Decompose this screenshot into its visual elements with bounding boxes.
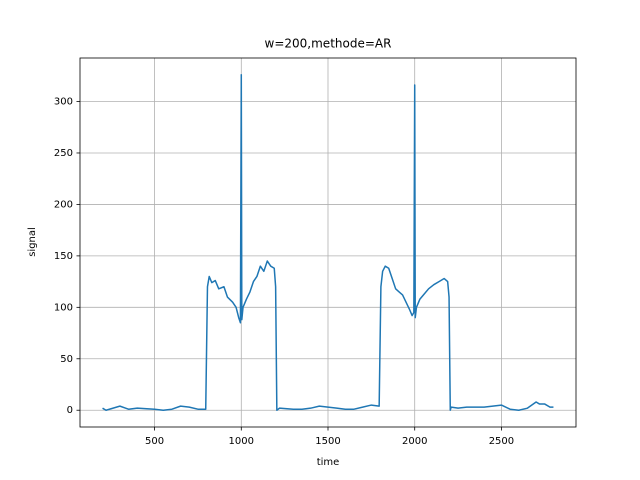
x-axis-label: time — [317, 457, 340, 468]
x-tick-label: 1500 — [315, 436, 340, 447]
x-tick-label: 1000 — [229, 436, 254, 447]
y-tick-label: 100 — [54, 302, 73, 313]
y-tick-label: 200 — [54, 199, 73, 210]
y-tick-label: 0 — [67, 405, 73, 416]
plot-frame — [79, 57, 577, 428]
y-tick-label: 300 — [54, 97, 73, 108]
y-tick-label: 50 — [60, 354, 73, 365]
y-tick-label: 150 — [54, 251, 73, 262]
y-tick-label: 250 — [54, 148, 73, 159]
line-series — [102, 74, 554, 411]
y-axis-label: signal — [27, 227, 38, 257]
x-tick-label: 2500 — [489, 436, 514, 447]
x-tick-label: 500 — [145, 436, 164, 447]
chart-title: w=200,methode=AR — [265, 37, 392, 51]
x-tick-label: 2000 — [402, 436, 427, 447]
